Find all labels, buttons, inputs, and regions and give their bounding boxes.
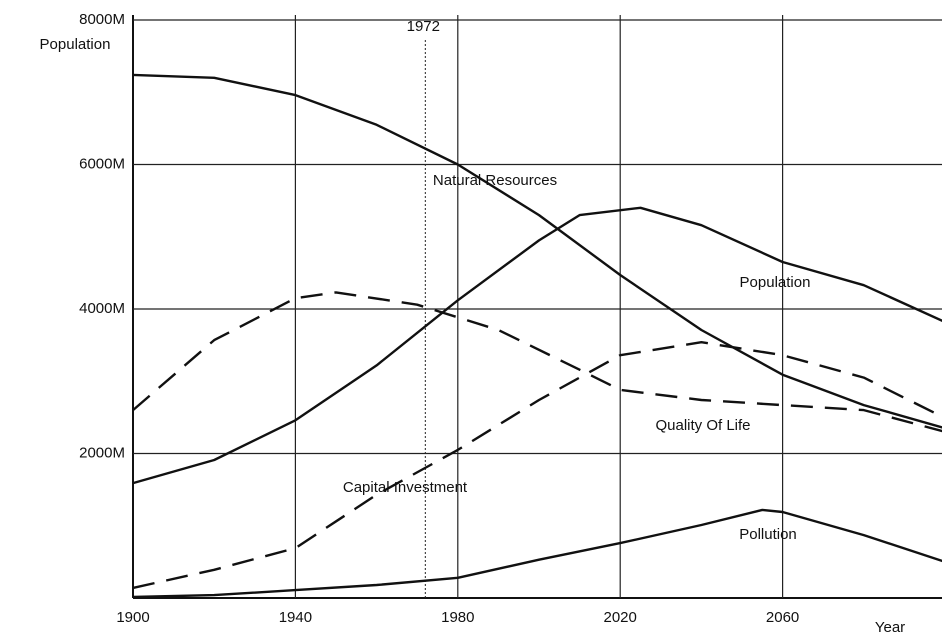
- x-axis-label: Year: [875, 619, 905, 636]
- series-label: Capital Investment: [343, 479, 468, 496]
- series-label: Population: [740, 274, 811, 291]
- x-tick-label: 1940: [279, 609, 312, 626]
- y-tick-label: 6000M: [79, 155, 125, 172]
- series-line: [132, 73, 942, 429]
- series-line: [132, 341, 942, 590]
- series-line: [132, 206, 942, 485]
- y-tick-label: 4000M: [79, 300, 125, 317]
- annotation: 1972: [407, 18, 440, 35]
- x-tick-label: 2020: [604, 609, 637, 626]
- y-axis-label: Population: [40, 36, 111, 53]
- x-tick-label: 1980: [441, 609, 474, 626]
- x-tick-label: 1900: [116, 609, 149, 626]
- series-line: [132, 508, 942, 599]
- x-tick-label: 2060: [766, 609, 799, 626]
- y-tick-label: 2000M: [79, 444, 125, 461]
- series-label: Quality Of Life: [655, 417, 750, 434]
- series-label: Natural Resources: [433, 172, 557, 189]
- series-line: [132, 291, 942, 433]
- series-label: Pollution: [739, 526, 797, 543]
- y-tick-label: 8000M: [79, 11, 125, 28]
